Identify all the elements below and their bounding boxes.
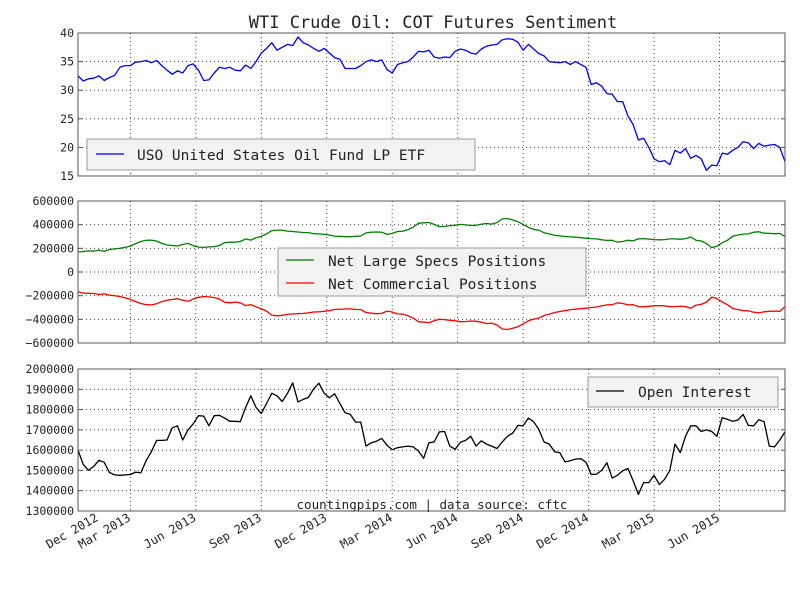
x-tick-label: Sep 2013 [207,510,264,551]
panel-net-positions: 600000 400000 200000 0 −200000 −400000 −600000… [26,194,786,350]
y-tick-labels: 600000 400000 200000 0 −200000 −400000 −600000 [26,194,785,350]
y-tick-label: 1600000 [26,443,75,457]
y-tick-label: 1800000 [26,403,75,417]
x-tick-label: Dec 2014 [534,510,591,551]
series-line-open-interest [77,382,786,496]
legend: Net Large Specs Positions Net Commercial… [277,247,587,297]
legend-label-uso: USO United States Oil Fund LP ETF [137,148,425,164]
legend: Open Interest [587,376,779,408]
y-tick-label: 35 [60,55,74,69]
x-tick-label: Dec 2013 [272,510,329,551]
y-tick-label: 200000 [32,241,74,255]
data-source-credit: countingpips.com | data source: cftc [297,497,568,512]
y-tick-label: −200000 [26,289,75,303]
y-tick-label: −400000 [26,312,75,326]
series-lines [77,382,786,496]
y-tick-label: 1300000 [26,504,75,518]
y-tick-label: 1500000 [26,463,75,477]
legend-label-commercial: Net Commercial Positions [328,277,538,293]
y-tick-labels: 40 35 30 25 20 15 [60,26,785,183]
panel-uso-price: 40 35 30 25 20 15 USO United States Oil Fund … [60,26,786,183]
x-tick-label: Mar 2014 [338,510,395,551]
y-tick-label: 15 [60,169,74,183]
y-tick-label: −600000 [26,336,75,350]
y-tick-label: 2000000 [26,362,75,376]
y-tick-label: 600000 [32,194,74,208]
y-tick-label: 400000 [32,218,74,232]
x-tick-label: Mar 2015 [600,510,657,551]
y-tick-label: 1900000 [26,382,75,396]
legend-box [86,138,476,171]
legend: USO United States Oil Fund LP ETF [86,138,476,171]
plot-frame [77,368,786,512]
y-tick-labels: 2000000 1900000 1800000 1700000 1600000 15000… [26,362,785,518]
x-tick-label: Sep 2014 [469,510,526,551]
series-lines [77,36,786,171]
x-tick-label: Jun 2013 [141,510,198,551]
series-line-net-large-specs-positions [77,217,786,253]
series-line-net-commercial-positions [77,291,786,331]
chart-title: WTI Crude Oil: COT Futures Sentiment [249,13,617,33]
series-line-uso-united-states-oil-fund-lp-etf [77,36,786,171]
x-tick-label: Jun 2015 [665,510,722,551]
y-tick-label: 30 [60,83,74,97]
y-tick-label: 1400000 [26,484,75,498]
y-tick-label: 40 [60,26,74,40]
y-tick-label: 0 [67,265,74,279]
legend-label-large-specs: Net Large Specs Positions [328,254,546,270]
plot-frame [77,32,786,177]
y-tick-label: 25 [60,112,74,126]
legend-box [587,376,779,408]
panel-open-interest: 2000000 1900000 1800000 1700000 1600000 15000… [26,362,786,518]
legend-label-open-interest: Open Interest [638,385,752,401]
series-lines [77,217,786,331]
y-tick-label: 1700000 [26,423,75,437]
legend-box [277,247,587,297]
y-tick-label: 20 [60,140,74,154]
x-tick-label: Jun 2014 [403,510,460,551]
